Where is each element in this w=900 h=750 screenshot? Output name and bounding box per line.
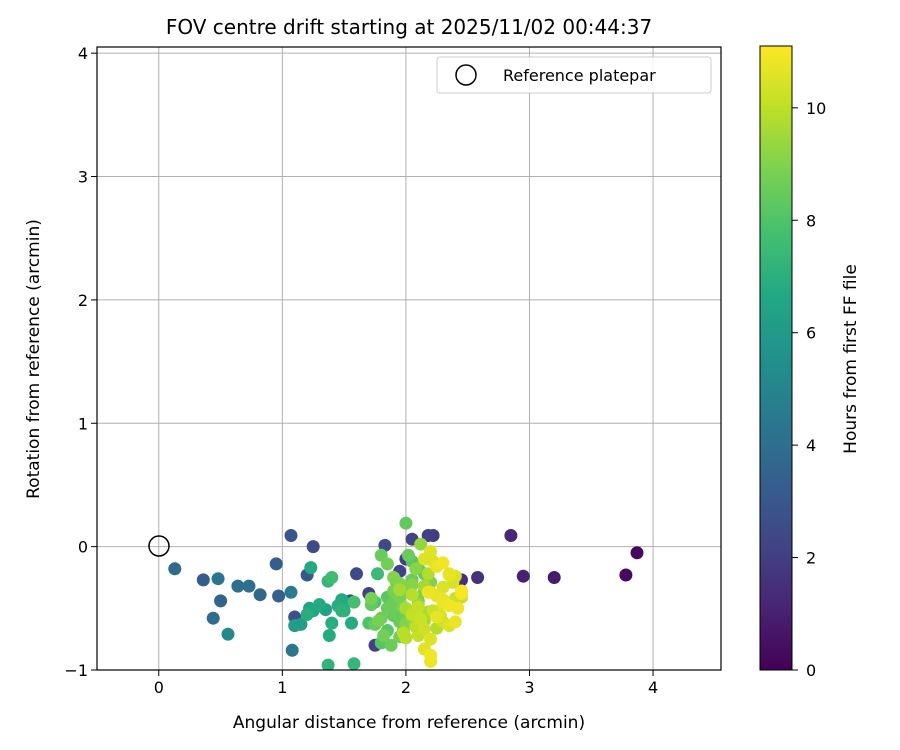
y-tick-label: 4 [78, 44, 88, 63]
data-point [396, 626, 410, 640]
data-point [304, 561, 318, 575]
data-point [380, 601, 394, 615]
colorbar-tick-label: 6 [806, 324, 816, 343]
data-point [377, 629, 391, 642]
y-tick-label: 0 [78, 538, 88, 557]
y-axis-label: Rotation from reference (arcmin) [24, 219, 44, 499]
legend-marker-icon [455, 64, 477, 86]
data-point [417, 622, 431, 636]
data-point [424, 545, 438, 559]
data-points [168, 516, 644, 670]
data-point [378, 538, 392, 552]
data-point [306, 540, 320, 554]
data-point [547, 571, 561, 584]
legend-box [436, 56, 712, 94]
data-point [516, 569, 530, 583]
colorbar-gradient [760, 46, 792, 670]
y-tick-label: 2 [78, 291, 88, 310]
data-point [421, 529, 435, 542]
data-point [405, 578, 419, 592]
data-point [471, 571, 485, 584]
data-point [269, 557, 283, 571]
data-point [196, 573, 210, 587]
colorbar-tick-label: 10 [806, 99, 826, 118]
data-point [393, 583, 407, 597]
colorbar-ticks: 0 2 4 6 8 10 [792, 99, 826, 680]
colorbar-tick-label: 2 [806, 549, 816, 568]
data-point [300, 608, 314, 621]
x-tick-label: 0 [154, 678, 164, 697]
colorbar-frame [759, 45, 793, 671]
data-point [347, 595, 361, 609]
data-point [231, 579, 245, 593]
x-axis-ticks: 0 1 2 3 4 [154, 670, 658, 697]
data-point [619, 568, 633, 582]
colorbar-tick-label: 0 [806, 661, 816, 680]
data-point [414, 612, 428, 626]
data-point [168, 562, 182, 576]
data-point [288, 619, 302, 633]
data-point [221, 627, 235, 641]
data-point [350, 567, 363, 581]
data-point [284, 585, 298, 599]
legend: Reference platepar [436, 56, 712, 94]
data-point [285, 643, 299, 657]
data-point [401, 548, 415, 562]
data-point [206, 611, 220, 625]
data-point [253, 588, 267, 602]
data-point [380, 557, 394, 571]
data-point [211, 572, 225, 586]
data-point [325, 571, 339, 584]
data-point [284, 529, 298, 542]
data-point [430, 610, 444, 624]
data-point [421, 567, 435, 581]
data-point [399, 516, 413, 530]
data-point [414, 537, 428, 551]
data-point [364, 591, 378, 605]
y-tick-label: 1 [78, 414, 88, 433]
data-point [371, 567, 384, 581]
data-point [424, 632, 438, 646]
x-tick-label: 3 [524, 678, 534, 697]
x-tick-label: 2 [401, 678, 411, 697]
data-point [347, 657, 361, 670]
data-point [448, 615, 462, 629]
y-tick-label: −1 [64, 661, 88, 680]
data-point [272, 589, 286, 603]
data-point [335, 604, 349, 618]
y-axis-ticks: −1 0 1 2 3 4 [64, 44, 97, 680]
data-point [345, 616, 358, 630]
x-tick-label: 4 [648, 678, 658, 697]
data-point [321, 658, 335, 670]
data-point [214, 594, 228, 608]
data-point [312, 598, 326, 612]
data-point [436, 556, 450, 570]
reference-platepar-marker [148, 535, 170, 557]
data-point [424, 648, 438, 662]
data-point [384, 638, 398, 652]
data-point [455, 587, 468, 600]
plot-frame [96, 46, 722, 671]
x-axis-label: Angular distance from reference (arcmin) [233, 713, 585, 733]
data-point [421, 585, 435, 599]
data-point [504, 529, 518, 542]
data-point [442, 599, 456, 613]
colorbar-tick-label: 8 [806, 211, 816, 230]
data-point [405, 588, 419, 602]
colorbar-tick-label: 4 [806, 436, 816, 455]
colorbar-label: Hours from first FF file [841, 264, 861, 454]
data-point [372, 614, 386, 628]
chart-title: FOV centre drift starting at 2025/11/02 … [166, 15, 652, 39]
y-tick-label: 3 [78, 168, 88, 187]
legend-label: Reference platepar [503, 66, 656, 85]
data-point [442, 568, 456, 582]
data-point [242, 579, 256, 593]
x-tick-label: 1 [277, 678, 287, 697]
data-point [409, 562, 423, 576]
data-point [322, 629, 336, 642]
data-point [325, 616, 339, 630]
data-point [630, 546, 644, 560]
colorbar: 0 2 4 6 8 10 Hours from first FF file [759, 45, 861, 680]
